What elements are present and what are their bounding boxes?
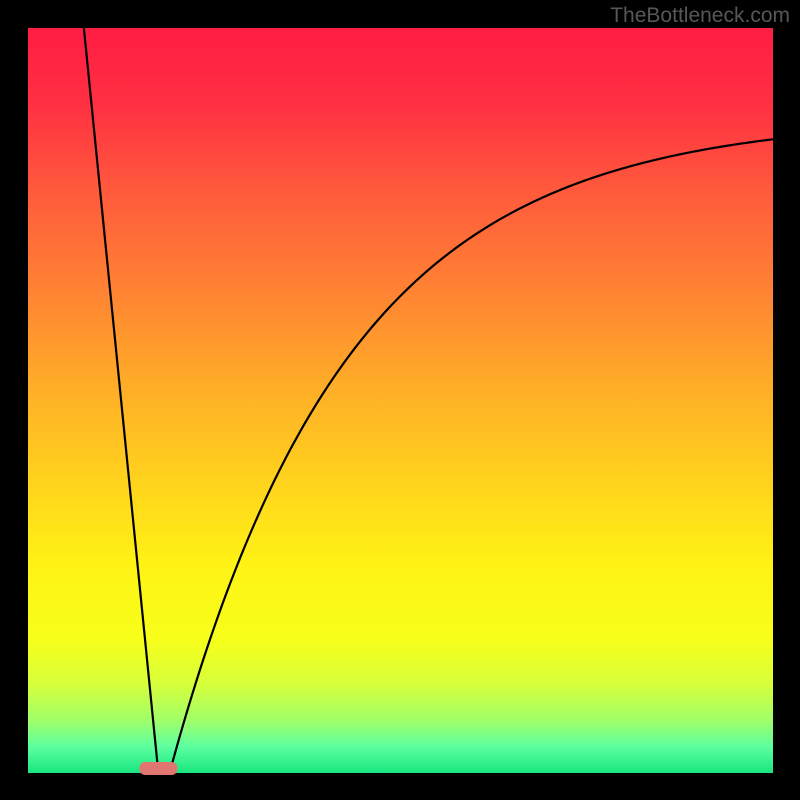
chart-container: TheBottleneck.com (0, 0, 800, 800)
optimum-marker (139, 762, 177, 775)
watermark-text: TheBottleneck.com (610, 4, 790, 28)
bottleneck-chart (0, 0, 800, 800)
plot-background (28, 28, 773, 773)
